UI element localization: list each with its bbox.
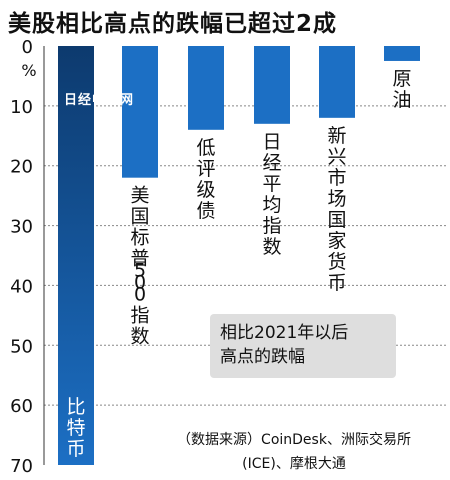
- chart-title: 美股相比高点的跌幅已超过2成: [8, 11, 338, 37]
- y-tick-label: 70: [10, 456, 33, 477]
- source-line-2: (ICE)、摩根大通: [242, 456, 346, 472]
- watermark-logo: 日经中文网: [64, 93, 135, 108]
- category-label: 日经平均指数: [262, 131, 281, 258]
- source-line-1: （数据来源）CoinDesk、洲际交易所: [177, 432, 411, 448]
- y-tick-label: 40: [10, 276, 33, 297]
- y-unit-label: %: [21, 61, 36, 80]
- y-axis: 0 10 20 30 40 50 60 70%: [10, 37, 45, 477]
- category-label: 低评级债: [196, 137, 215, 222]
- legend-note: 相比2021年以后 高点的跌幅: [210, 314, 396, 378]
- y-tick-label: 20: [10, 157, 33, 178]
- bar: [58, 46, 94, 465]
- category-label: 比特币: [66, 396, 85, 460]
- bar: [188, 46, 224, 130]
- bars: [58, 46, 420, 465]
- bar: [254, 46, 290, 124]
- bar: [384, 46, 420, 61]
- y-tick-label: 60: [10, 396, 33, 417]
- y-tick-label: 0: [22, 37, 33, 58]
- category-label: 美国标普 5 0 0 指数: [130, 185, 149, 348]
- y-tick-label: 50: [10, 336, 33, 357]
- category-labels: 比特币 美国标普 5 0 0 指数 低评级债 日经平均指数 新兴市场国家货币 原油: [66, 68, 411, 460]
- y-tick-label: 30: [10, 217, 33, 238]
- note-line-1: 相比2021年以后: [220, 323, 349, 343]
- bar: [319, 46, 355, 118]
- source-note: （数据来源）CoinDesk、洲际交易所 (ICE)、摩根大通: [138, 428, 450, 476]
- bar: [122, 46, 158, 178]
- y-tick-label: 10: [10, 97, 33, 118]
- note-line-2: 高点的跌幅: [220, 347, 305, 367]
- category-label: 原油: [392, 68, 411, 111]
- category-label: 新兴市场国家货币: [327, 125, 346, 294]
